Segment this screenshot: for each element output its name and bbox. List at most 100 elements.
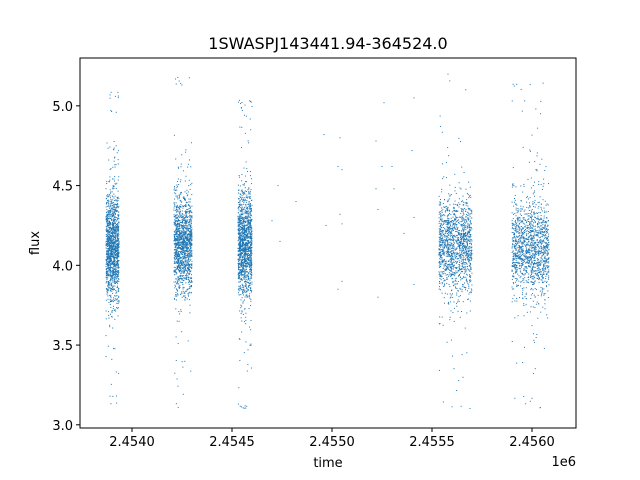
data-point: [184, 180, 186, 182]
data-point: [463, 245, 465, 247]
data-point: [106, 225, 108, 227]
data-point: [191, 235, 193, 237]
data-point: [457, 226, 459, 228]
data-point: [114, 236, 116, 238]
data-point: [186, 265, 188, 267]
data-point: [242, 245, 244, 247]
data-point: [115, 226, 117, 228]
data-point: [107, 298, 109, 300]
data-point: [251, 236, 253, 238]
data-point: [174, 372, 176, 374]
data-point: [174, 259, 176, 261]
data-point: [117, 273, 119, 275]
data-point: [186, 217, 188, 218]
data-point: [240, 216, 242, 218]
data-point: [247, 212, 249, 214]
data-point: [250, 199, 252, 201]
data-point: [109, 197, 111, 199]
data-point: [112, 285, 114, 287]
data-point: [173, 271, 175, 273]
data-point: [174, 231, 176, 233]
data-point: [468, 231, 470, 233]
data-point: [106, 289, 108, 291]
data-point: [249, 212, 251, 214]
data-point: [241, 239, 243, 241]
data-point: [241, 213, 243, 215]
data-point: [466, 237, 468, 239]
data-point: [240, 236, 242, 238]
data-point: [241, 238, 243, 240]
data-point: [174, 284, 176, 286]
data-point: [109, 212, 111, 214]
data-point: [245, 212, 247, 214]
data-point: [456, 258, 458, 260]
data-point: [116, 257, 118, 259]
data-point: [116, 302, 118, 304]
data-point: [245, 407, 247, 409]
data-point: [112, 275, 114, 277]
data-point: [111, 219, 113, 221]
data-point: [185, 213, 187, 215]
data-point: [111, 237, 113, 239]
data-point: [177, 218, 179, 220]
data-point: [185, 229, 187, 231]
data-point: [114, 309, 116, 311]
data-point: [188, 279, 190, 281]
data-point: [247, 231, 249, 233]
data-point: [189, 266, 191, 268]
data-point: [454, 272, 456, 274]
data-point: [189, 230, 191, 232]
data-point: [249, 248, 251, 250]
data-point: [183, 276, 185, 278]
data-point: [458, 270, 460, 272]
data-point: [239, 255, 241, 257]
data-point: [106, 278, 108, 280]
data-point: [250, 214, 252, 216]
data-point: [184, 293, 186, 295]
data-point: [446, 278, 448, 280]
data-point: [188, 283, 190, 285]
data-point: [188, 223, 190, 225]
data-point: [110, 289, 112, 291]
data-point: [446, 268, 448, 270]
data-point: [187, 238, 189, 240]
data-point: [176, 225, 178, 227]
data-point: [116, 182, 118, 184]
data-point: [446, 253, 448, 255]
data-point: [108, 159, 110, 161]
data-point: [191, 226, 193, 228]
data-point: [449, 233, 451, 235]
data-point: [440, 254, 442, 256]
data-point: [106, 277, 108, 279]
data-point: [442, 250, 444, 252]
data-point: [242, 264, 244, 266]
data-point: [174, 238, 176, 240]
data-point: [241, 222, 243, 224]
data-point: [106, 219, 108, 221]
data-point: [117, 223, 119, 225]
data-point: [111, 213, 113, 215]
data-point: [246, 170, 248, 172]
data-point: [183, 252, 185, 254]
data-point: [118, 280, 120, 282]
data-point: [439, 238, 441, 240]
data-point: [453, 225, 455, 227]
data-point: [454, 275, 456, 277]
data-point: [180, 248, 182, 250]
data-point: [238, 285, 240, 287]
data-point: [179, 212, 181, 214]
data-point: [244, 248, 246, 250]
data-point: [111, 231, 113, 233]
data-point: [245, 242, 247, 244]
data-point: [188, 242, 190, 244]
data-point: [240, 198, 242, 200]
data-point: [245, 274, 247, 276]
data-point: [238, 273, 240, 275]
data-point: [116, 251, 118, 253]
data-point: [107, 237, 109, 239]
data-point: [190, 223, 192, 225]
data-point: [110, 209, 112, 211]
data-point: [106, 214, 108, 216]
data-point: [174, 243, 176, 245]
data-point: [241, 217, 243, 219]
